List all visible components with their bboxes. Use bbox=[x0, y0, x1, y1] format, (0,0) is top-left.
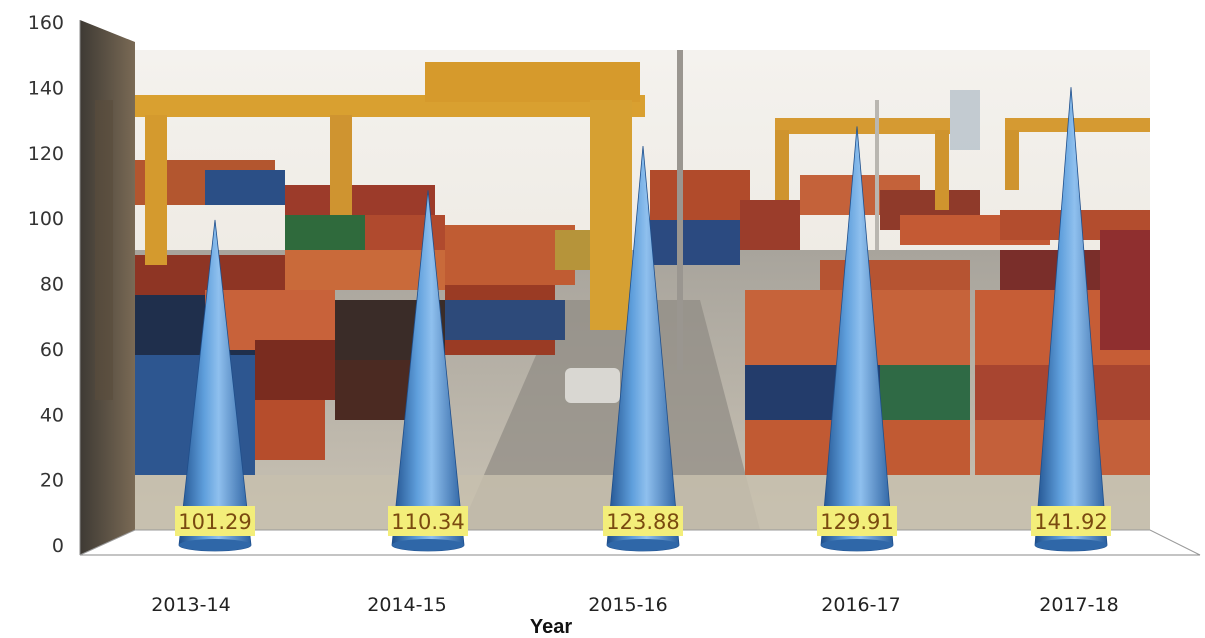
y-tick-label: 140 bbox=[28, 77, 64, 99]
y-tick-label: 0 bbox=[52, 535, 64, 557]
data-label: 101.29 bbox=[178, 510, 251, 534]
y-tick-label: 40 bbox=[40, 404, 64, 426]
y-tick-label: 100 bbox=[28, 208, 64, 230]
category-labels: 2013-14 2014-15 2015-16 2016-17 2017-18 bbox=[151, 594, 1118, 616]
data-label-box bbox=[817, 506, 897, 536]
cone-bar-2015-16: 123.88 bbox=[603, 146, 683, 552]
cone-bar-2014-15: 110.34 bbox=[388, 190, 468, 552]
cone-base bbox=[1035, 539, 1107, 551]
y-tick-labels: 0 20 40 60 80 100 120 140 160 bbox=[28, 12, 64, 557]
category-label: 2017-18 bbox=[1039, 594, 1118, 616]
data-label-box bbox=[603, 506, 683, 536]
cone-base bbox=[392, 539, 464, 551]
data-label-box bbox=[388, 506, 468, 536]
cone-bar-2013-14: 101.29 bbox=[175, 219, 255, 552]
data-label: 110.34 bbox=[391, 510, 464, 534]
cone-bar-2017-18: 141.92 bbox=[1031, 87, 1111, 552]
y-tick-label: 120 bbox=[28, 143, 64, 165]
data-label: 141.92 bbox=[1034, 510, 1107, 534]
chart-axes bbox=[79, 20, 1200, 556]
x-axis-title: Year bbox=[530, 616, 572, 638]
y-tick-label: 80 bbox=[40, 274, 64, 296]
category-label: 2013-14 bbox=[151, 594, 230, 616]
data-label: 129.91 bbox=[820, 510, 893, 534]
category-label: 2016-17 bbox=[821, 594, 900, 616]
category-label: 2014-15 bbox=[367, 594, 446, 616]
cone-base bbox=[821, 539, 893, 551]
cone-base bbox=[179, 539, 251, 551]
cone-base bbox=[607, 539, 679, 551]
y-tick-label: 20 bbox=[40, 470, 64, 492]
y-tick-label: 60 bbox=[40, 339, 64, 361]
category-label: 2015-16 bbox=[588, 594, 667, 616]
data-label: 123.88 bbox=[606, 510, 679, 534]
cone-bar-2016-17: 129.91 bbox=[817, 126, 897, 552]
y-tick-label: 160 bbox=[28, 12, 64, 34]
data-label-box bbox=[1031, 506, 1111, 536]
cone-bars: 101.29 110.34 123.88 129.91 141.92 bbox=[175, 87, 1111, 552]
data-label-box bbox=[175, 506, 255, 536]
